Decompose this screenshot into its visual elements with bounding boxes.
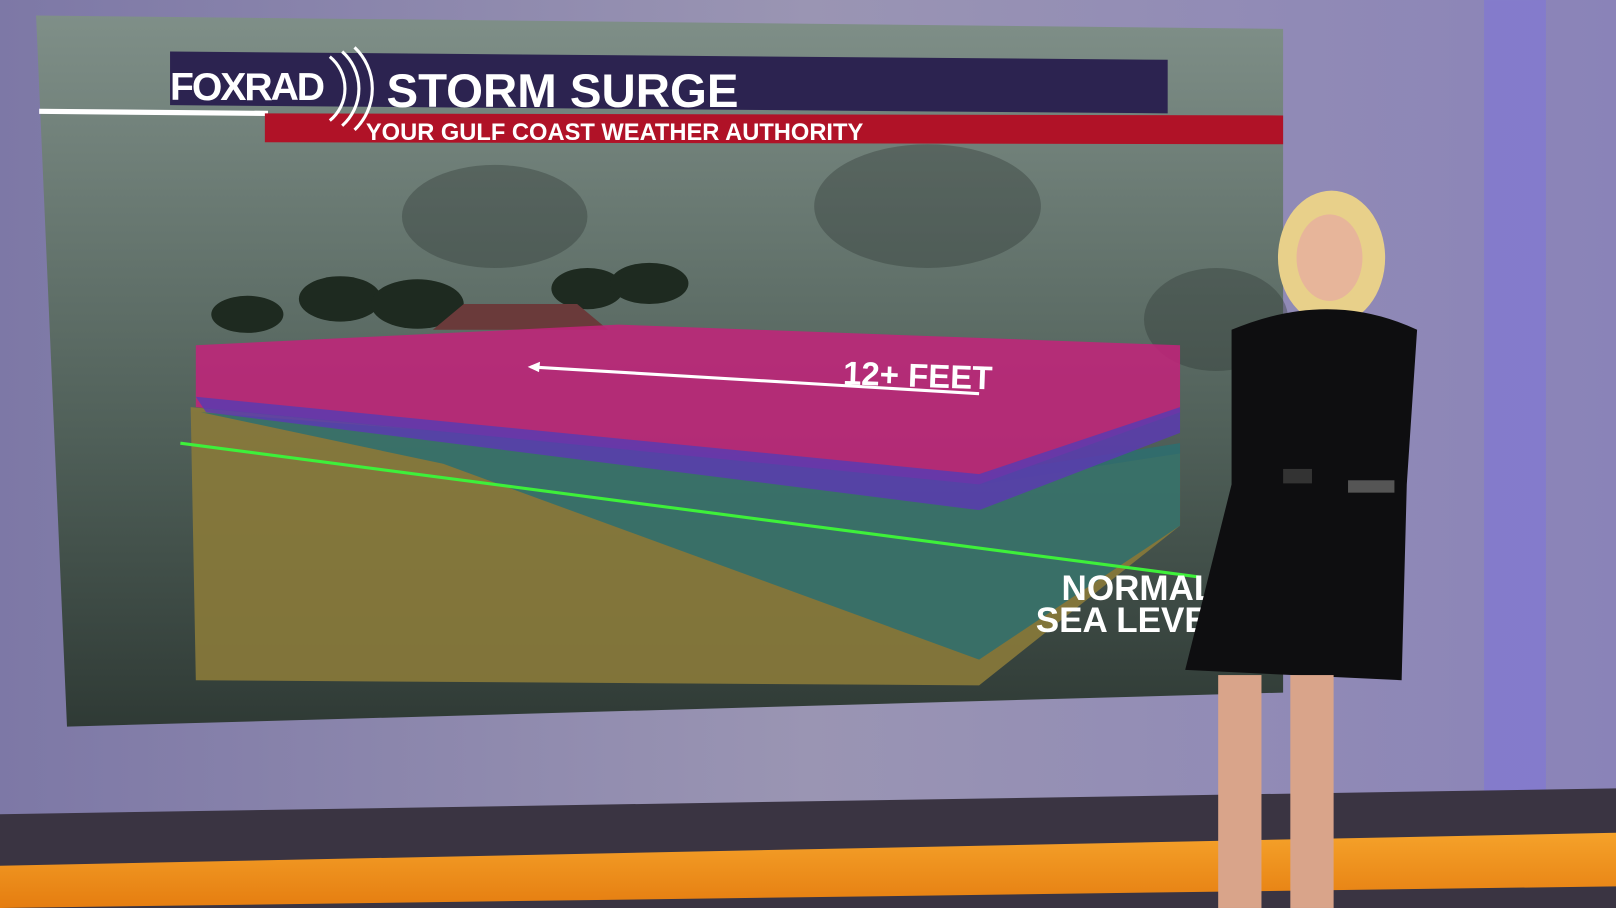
surge-height-label: 12+ FEET	[842, 354, 993, 396]
palm-trees	[211, 262, 689, 333]
surge-arrow	[530, 365, 980, 396]
surge-lower-band	[195, 396, 1181, 511]
normal-sea-level-line	[180, 441, 1201, 579]
header-rule	[39, 108, 268, 116]
phone	[1348, 480, 1395, 493]
sea-level-label-line1: NORMAL	[1062, 569, 1216, 608]
stage-floor-accent	[0, 832, 1616, 908]
title: STORM SURGE	[386, 65, 738, 118]
clicker	[1283, 468, 1312, 484]
presenter	[1185, 190, 1418, 908]
wall-light-strip	[1484, 0, 1546, 794]
arrow-head-icon	[527, 361, 541, 373]
surge-layer	[195, 324, 1181, 485]
foxrad-logo: FOXRAD	[170, 66, 324, 109]
title-bar	[170, 51, 1168, 114]
subtitle-bar	[264, 113, 1284, 145]
radar-waves-icon	[328, 46, 374, 131]
house	[432, 304, 609, 330]
subtitle: YOUR GULF COAST WEATHER AUTHORITY	[366, 120, 864, 146]
